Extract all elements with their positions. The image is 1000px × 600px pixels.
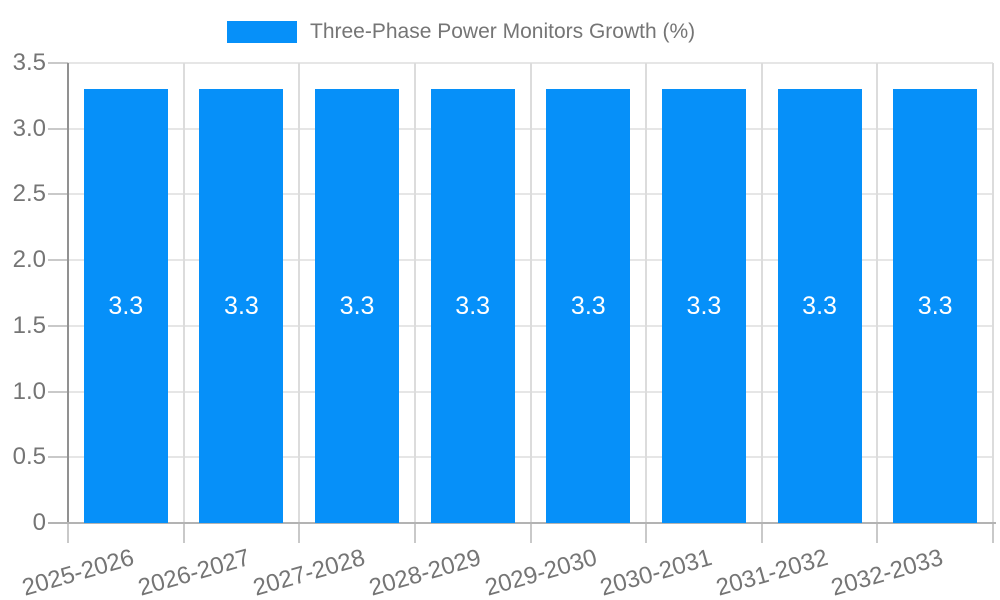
x-axis-tick <box>645 523 648 543</box>
x-gridline <box>413 63 416 523</box>
y-axis-tick <box>48 193 68 196</box>
y-axis-tick <box>48 324 68 327</box>
bar-value-label: 3.3 <box>455 291 491 320</box>
x-axis-tick <box>182 523 185 543</box>
legend-series-label: Three-Phase Power Monitors Growth (%) <box>310 20 696 43</box>
chart-legend: Three-Phase Power Monitors Growth (%) <box>0 0 1000 50</box>
x-axis-tick <box>298 523 301 543</box>
y-axis-tick-label: 3.0 <box>12 114 46 142</box>
x-gridline <box>298 63 301 523</box>
bar-value-label: 3.3 <box>917 291 953 320</box>
y-axis-tick <box>48 259 68 262</box>
bar-value-label: 3.3 <box>686 291 722 320</box>
y-axis-tick-label: 1.0 <box>12 377 46 405</box>
bar-value-label: 3.3 <box>224 291 259 320</box>
bar-value-label: 3.3 <box>802 291 837 320</box>
legend-color-swatch <box>227 21 297 43</box>
x-axis-tick <box>413 523 416 543</box>
bar: 3.3 <box>83 89 168 523</box>
y-axis-tick <box>48 127 68 130</box>
y-axis-tick-label: 2.0 <box>12 246 46 274</box>
x-axis-tick-label: 2025-2026 <box>19 544 137 600</box>
x-axis-tick-label: 2028-2029 <box>366 544 484 600</box>
bar: 3.3 <box>777 89 862 523</box>
y-axis-tick-label: 1.5 <box>12 311 46 339</box>
bar: 3.3 <box>430 89 515 523</box>
x-axis-tick-label: 2027-2028 <box>250 544 369 600</box>
x-axis-tick-label: 2026-2027 <box>134 544 253 600</box>
y-axis-tick-label: 3.5 <box>12 49 46 76</box>
bar-value-label: 3.3 <box>570 291 606 320</box>
x-axis-tick-label: 2032-2033 <box>828 544 947 600</box>
bar: 3.3 <box>199 89 284 523</box>
y-axis-tick <box>48 390 68 393</box>
x-gridline <box>182 63 185 523</box>
bar: 3.3 <box>893 89 978 523</box>
y-axis-tick-label: 0 <box>32 509 46 536</box>
x-axis-tick-label: 2031-2032 <box>712 544 831 600</box>
bar: 3.3 <box>661 89 746 523</box>
x-axis-tick <box>992 523 994 543</box>
x-axis-line <box>48 522 996 524</box>
x-axis-tick-label: 2029-2030 <box>481 544 600 600</box>
bar: 3.3 <box>546 89 631 523</box>
x-axis-tick <box>67 523 69 543</box>
bar: 3.3 <box>315 89 400 523</box>
x-gridline <box>760 63 763 523</box>
bar-value-label: 3.3 <box>339 291 375 320</box>
y-axis-tick-label: 0.5 <box>12 443 46 471</box>
x-axis-tick-label: 2030-2031 <box>597 544 716 600</box>
x-axis-tick <box>529 523 532 543</box>
x-gridline <box>645 63 648 523</box>
x-gridline <box>529 63 532 523</box>
y-axis-tick-label: 2.5 <box>12 180 46 208</box>
y-axis-tick <box>48 456 68 459</box>
x-axis-tick <box>876 523 879 543</box>
y-axis-tick <box>48 62 68 64</box>
y-axis-line <box>67 63 69 523</box>
x-gridline <box>992 63 994 523</box>
x-axis-tick <box>760 523 763 543</box>
x-gridline <box>876 63 879 523</box>
bar-value-label: 3.3 <box>108 291 144 320</box>
